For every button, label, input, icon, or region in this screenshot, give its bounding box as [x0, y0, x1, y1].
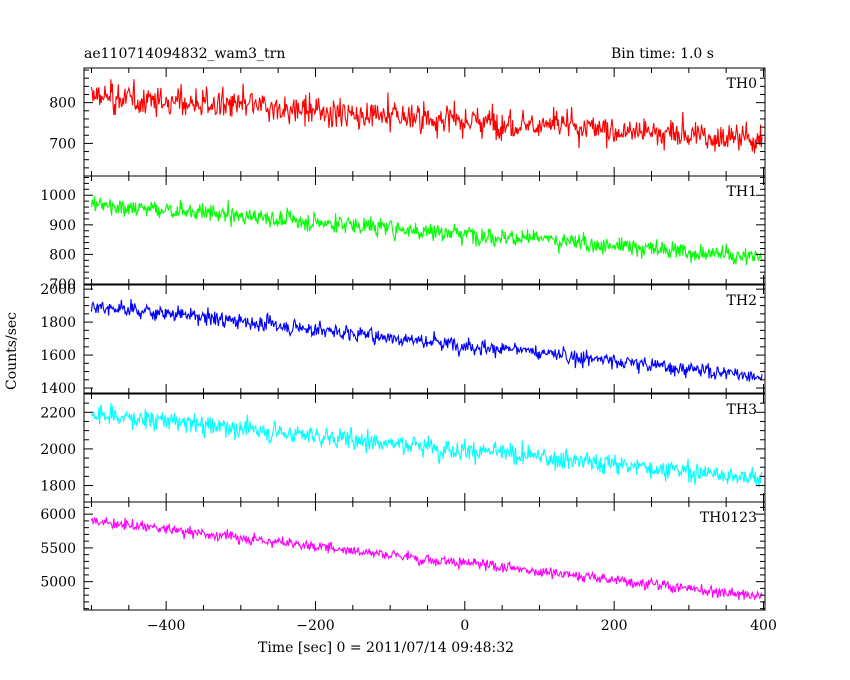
y-tick-label: 2000 — [40, 282, 76, 298]
panel-frame-th0 — [83, 67, 766, 177]
y-tick-label: 6000 — [40, 507, 76, 523]
panel-label-th1: TH1 — [727, 184, 757, 200]
y-tick-label: 1000 — [40, 188, 76, 204]
y-tick-label: 700 — [49, 277, 76, 293]
y-tick-label: 900 — [49, 218, 76, 234]
panel-frame-th3 — [83, 393, 766, 503]
y-tick-label: 2200 — [40, 405, 76, 421]
panel-frame-th2 — [83, 284, 766, 394]
y-tick-label: 1800 — [40, 479, 76, 495]
x-tick-label: −200 — [296, 618, 334, 634]
y-tick-label: 2000 — [40, 442, 76, 458]
y-tick-label: 700 — [49, 136, 76, 152]
series-line-th1 — [90, 196, 763, 266]
y-tick-label: 800 — [49, 96, 76, 112]
x-tick-label: 0 — [460, 618, 469, 634]
series-line-th3 — [90, 402, 763, 488]
panel-frame-th1 — [83, 175, 766, 285]
y-tick-label: 5000 — [40, 575, 76, 591]
y-tick-label: 5500 — [40, 541, 76, 557]
x-axis-label: Time [sec] 0 = 2011/07/14 09:48:32 — [258, 640, 515, 656]
panel-label-th0: TH0 — [727, 76, 757, 92]
series-line-th2 — [90, 299, 763, 383]
y-tick-label: 1600 — [40, 348, 76, 364]
panel-frame-th0123 — [83, 501, 766, 611]
x-tick-label: −400 — [147, 618, 185, 634]
y-tick-label: 1800 — [40, 315, 76, 331]
series-line-th0 — [90, 79, 763, 154]
chart-title: ae110714094832_wam3_trn — [84, 46, 286, 62]
panel-label-th2: TH2 — [727, 293, 757, 309]
y-tick-label: 800 — [49, 247, 76, 263]
panel-label-th3: TH3 — [727, 402, 757, 418]
x-tick-label: 200 — [601, 618, 628, 634]
x-tick-label: 400 — [750, 618, 777, 634]
y-tick-label: 1400 — [40, 381, 76, 397]
bin-time-label: Bin time: 1.0 s — [611, 46, 714, 62]
panel-label-th0123: TH0123 — [700, 510, 757, 526]
series-line-th0123 — [90, 517, 763, 601]
